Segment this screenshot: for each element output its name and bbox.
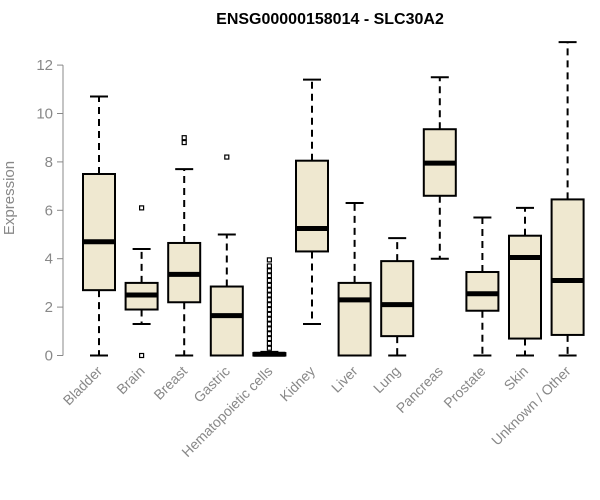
box-prostate [465, 216, 500, 357]
chart-title: ENSG00000158014 - SLC30A2 [216, 11, 444, 28]
box-rect [295, 159, 329, 253]
outlier-point [266, 311, 272, 317]
box-breast [167, 135, 202, 357]
outlier-point [266, 331, 272, 337]
y-axis-label: Expression [1, 161, 18, 235]
box-rect [508, 234, 542, 340]
outlier-point [266, 292, 272, 298]
outlier-point [266, 321, 272, 327]
outlier-point [181, 135, 187, 141]
box-hematopoietic-cells [252, 257, 287, 357]
outlier-point [139, 205, 145, 211]
outlier-point [266, 268, 272, 274]
outlier-point [266, 257, 272, 263]
box-rect [550, 198, 585, 336]
outlier-point [266, 297, 272, 303]
outlier-point [266, 282, 272, 288]
category-label: Brain [113, 363, 147, 397]
y-tick-label: 4 [45, 251, 53, 268]
box-skin [508, 206, 542, 357]
box-liver [337, 202, 372, 357]
outlier-point [266, 340, 272, 346]
box-unknown-other [550, 41, 585, 357]
y-tick-label: 6 [45, 202, 53, 219]
outlier-point [139, 352, 145, 359]
box-rect [209, 285, 244, 357]
y-tick-label: 2 [45, 299, 53, 316]
box-kidney [295, 78, 329, 326]
category-label: Breast [150, 363, 190, 403]
outlier-point [266, 345, 272, 351]
category-label: Kidney [277, 363, 319, 405]
y-tick-label: 10 [36, 106, 53, 123]
box-pancreas [422, 76, 457, 260]
outlier-point [266, 273, 272, 279]
outlier-point [181, 139, 187, 146]
category-label: Lung [370, 363, 403, 396]
category-label: Unknown / Other [488, 363, 574, 449]
y-tick-label: 8 [45, 154, 53, 171]
box-rect [380, 260, 415, 338]
outlier-point [266, 326, 272, 332]
outlier-point [266, 302, 272, 308]
box-rect [337, 281, 372, 357]
outlier-point [266, 263, 272, 269]
category-label: Bladder [60, 363, 106, 409]
box-gastric [209, 154, 244, 357]
outlier-point [266, 277, 272, 284]
box-brain [124, 205, 159, 359]
category-label: Pancreas [393, 363, 446, 416]
category-label: Skin [501, 363, 532, 394]
outlier-point [266, 287, 272, 293]
category-label: Prostate [440, 363, 488, 411]
outlier-point [224, 154, 230, 160]
outlier-point [266, 316, 272, 322]
y-axis: 0 2 4 6 8 10 12 [36, 57, 64, 365]
y-tick-label: 12 [36, 57, 53, 74]
category-label: Liver [328, 363, 361, 396]
box-group [82, 41, 585, 359]
outlier-point [266, 306, 272, 313]
outlier-point [266, 335, 272, 342]
box-bladder [82, 95, 116, 357]
box-lung [380, 237, 415, 357]
category-label: Gastric [190, 363, 233, 406]
y-tick-label: 0 [45, 348, 53, 365]
box-rect [82, 173, 116, 292]
